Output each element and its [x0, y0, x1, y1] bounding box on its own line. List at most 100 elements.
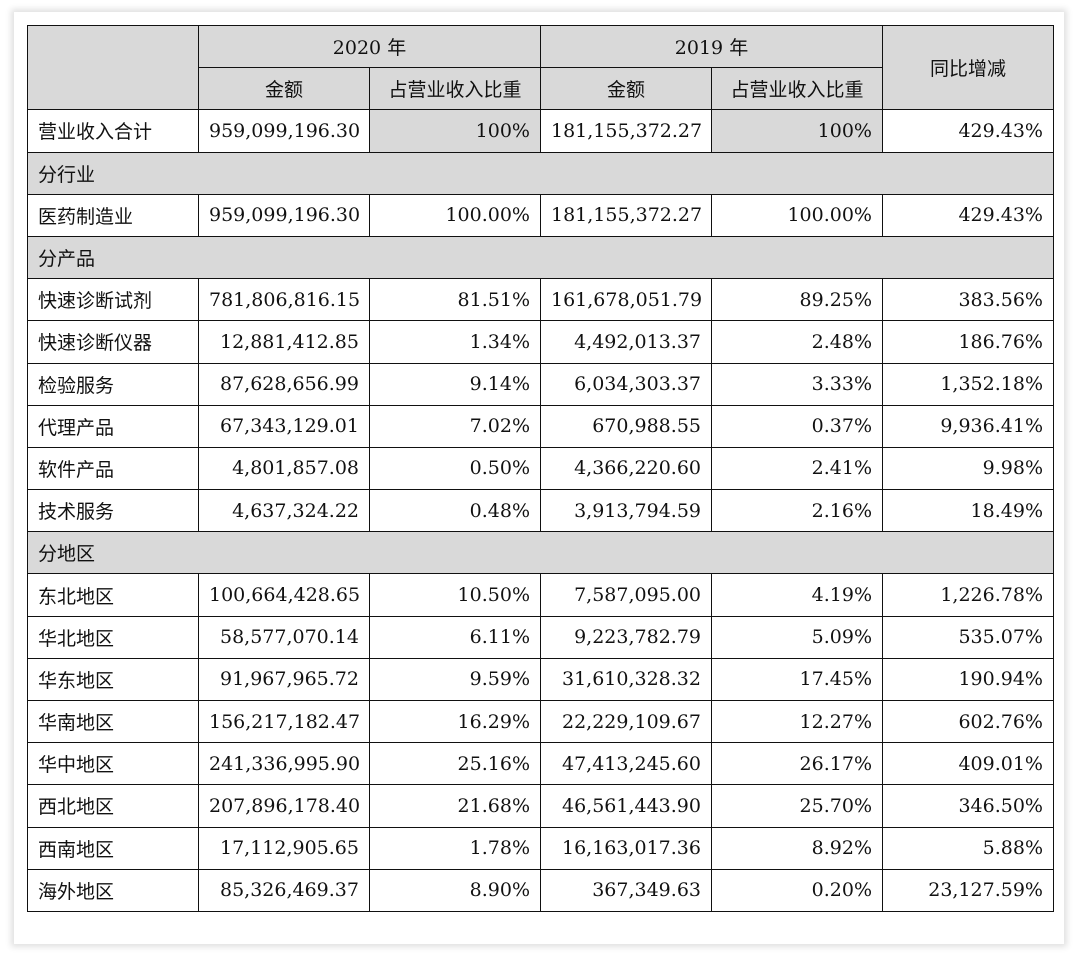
amount-2019: 16,163,017.36 — [540, 826, 712, 870]
header-amount-2019: 金额 — [540, 67, 712, 111]
total-yoy: 429.43% — [882, 109, 1054, 153]
header-blank-cell — [27, 24, 199, 111]
table-row: 技术服务 4,637,324.22 0.48% 3,913,794.59 2.16% 18… — [27, 489, 1054, 533]
ratio-2020: 7.02% — [369, 404, 541, 448]
amount-2020: 100,664,428.65 — [198, 573, 370, 617]
row-label: 软件产品 — [27, 446, 199, 491]
ratio-2020: 9.14% — [369, 362, 541, 406]
table-row: 医药制造业 959,099,196.30 100.00% 181,155,372.27… — [27, 193, 1054, 237]
table-row: 快速诊断仪器 12,881,412.85 1.34% 4,492,013.37 2.48… — [27, 320, 1054, 364]
ratio-2020: 9.59% — [369, 657, 541, 702]
yoy: 1,352.18% — [882, 362, 1054, 406]
total-amount-2020: 959,099,196.30 — [198, 109, 370, 153]
amount-2020: 12,881,412.85 — [198, 320, 370, 364]
row-label: 西南地区 — [27, 826, 199, 870]
revenue-table: 2020 年 2019 年 同比增减 金额 占营业收入比重 金额 占营业收入比重… — [27, 24, 1054, 912]
header-ratio-2020: 占营业收入比重 — [369, 67, 541, 111]
row-label: 快速诊断仪器 — [27, 320, 199, 364]
yoy: 429.43% — [882, 193, 1054, 237]
yoy: 23,127.59% — [882, 868, 1054, 912]
yoy: 5.88% — [882, 826, 1054, 870]
amount-2019: 9,223,782.79 — [540, 615, 712, 659]
amount-2019: 4,366,220.60 — [540, 446, 712, 491]
table-row: 华北地区 58,577,070.14 6.11% 9,223,782.79 5.09% 5… — [27, 615, 1054, 659]
table-row: 华南地区 156,217,182.47 16.29% 22,229,109.67 12.… — [27, 699, 1054, 744]
ratio-2020: 100.00% — [369, 193, 541, 237]
table-row: 快速诊断试剂 781,806,816.15 81.51% 161,678,051.79… — [27, 278, 1054, 322]
table-row: 西南地区 17,112,905.65 1.78% 16,163,017.36 8.92%… — [27, 826, 1054, 870]
yoy: 186.76% — [882, 320, 1054, 364]
ratio-2020: 1.34% — [369, 320, 541, 364]
yoy: 9,936.41% — [882, 404, 1054, 448]
amount-2020: 4,637,324.22 — [198, 489, 370, 533]
ratio-2020: 8.90% — [369, 868, 541, 912]
ratio-2019: 25.70% — [711, 784, 883, 828]
yoy: 9.98% — [882, 446, 1054, 491]
row-label: 快速诊断试剂 — [27, 278, 199, 322]
table-row: 检验服务 87,628,656.99 9.14% 6,034,303.37 3.33% 1… — [27, 362, 1054, 406]
yoy: 409.01% — [882, 742, 1054, 786]
ratio-2019: 2.16% — [711, 489, 883, 533]
ratio-2019: 26.17% — [711, 742, 883, 786]
row-label: 医药制造业 — [27, 193, 199, 237]
total-ratio-2019: 100% — [711, 109, 883, 153]
table-row: 东北地区 100,664,428.65 10.50% 7,587,095.00 4.19… — [27, 573, 1054, 617]
amount-2020: 781,806,816.15 — [198, 278, 370, 322]
ratio-2019: 2.41% — [711, 446, 883, 491]
header-row-fields: 金额 占营业收入比重 金额 占营业收入比重 — [28, 67, 1054, 111]
amount-2019: 4,492,013.37 — [540, 320, 712, 364]
row-label: 西北地区 — [27, 784, 199, 828]
yoy: 346.50% — [882, 784, 1054, 828]
row-label: 华东地区 — [27, 657, 199, 702]
amount-2020: 85,326,469.37 — [198, 868, 370, 912]
amount-2019: 46,561,443.90 — [540, 784, 712, 828]
amount-2020: 156,217,182.47 — [198, 699, 370, 744]
amount-2019: 161,678,051.79 — [540, 278, 712, 322]
ratio-2020: 0.50% — [369, 446, 541, 491]
ratio-2020: 10.50% — [369, 573, 541, 617]
row-label: 技术服务 — [27, 489, 199, 533]
ratio-2020: 16.29% — [369, 699, 541, 744]
amount-2019: 6,034,303.37 — [540, 362, 712, 406]
header-ratio-2019: 占营业收入比重 — [711, 67, 883, 111]
ratio-2019: 4.19% — [711, 573, 883, 617]
header-row-years: 2020 年 2019 年 同比增减 — [27, 24, 1054, 111]
table-row: 代理产品 67,343,129.01 7.02% 670,988.55 0.37% 9,9… — [27, 404, 1054, 448]
ratio-2020: 6.11% — [369, 615, 541, 659]
amount-2019: 22,229,109.67 — [540, 699, 712, 744]
amount-2019: 7,587,095.00 — [540, 573, 712, 617]
amount-2020: 241,336,995.90 — [198, 742, 370, 786]
header-year-2020: 2020 年 — [198, 24, 541, 69]
ratio-2019: 17.45% — [711, 657, 883, 702]
row-label: 检验服务 — [27, 362, 199, 406]
ratio-2019: 89.25% — [711, 278, 883, 322]
ratio-2020: 1.78% — [369, 826, 541, 870]
table-row: 海外地区 85,326,469.37 8.90% 367,349.63 0.20% 23,… — [27, 868, 1054, 912]
ratio-2019: 8.92% — [711, 826, 883, 870]
amount-2019: 47,413,245.60 — [540, 742, 712, 786]
section-row: 分地区 — [27, 531, 1054, 575]
ratio-2020: 0.48% — [369, 489, 541, 533]
table-row: 软件产品 4,801,857.08 0.50% 4,366,220.60 2.41% 9.… — [27, 446, 1054, 491]
row-label: 海外地区 — [27, 868, 199, 912]
amount-2020: 959,099,196.30 — [198, 193, 370, 237]
table-row: 西北地区 207,896,178.40 21.68% 46,561,443.90 25.… — [27, 784, 1054, 828]
table-row: 华东地区 91,967,965.72 9.59% 31,610,328.32 17.45… — [27, 657, 1054, 702]
ratio-2019: 0.20% — [711, 868, 883, 912]
section-title: 分行业 — [27, 151, 1054, 195]
yoy: 1,226.78% — [882, 573, 1054, 617]
row-label: 代理产品 — [27, 404, 199, 448]
amount-2020: 17,112,905.65 — [198, 826, 370, 870]
amount-2020: 87,628,656.99 — [198, 362, 370, 406]
amount-2020: 91,967,965.72 — [198, 657, 370, 702]
total-label: 营业收入合计 — [27, 109, 199, 153]
row-label: 东北地区 — [27, 573, 199, 617]
total-ratio-2020: 100% — [369, 109, 541, 153]
section-title: 分地区 — [27, 531, 1054, 575]
total-amount-2019: 181,155,372.27 — [540, 109, 712, 153]
ratio-2019: 100.00% — [711, 193, 883, 237]
ratio-2020: 81.51% — [369, 278, 541, 322]
section-title: 分产品 — [27, 235, 1054, 280]
section-row: 分产品 — [27, 235, 1054, 280]
yoy: 18.49% — [882, 489, 1054, 533]
